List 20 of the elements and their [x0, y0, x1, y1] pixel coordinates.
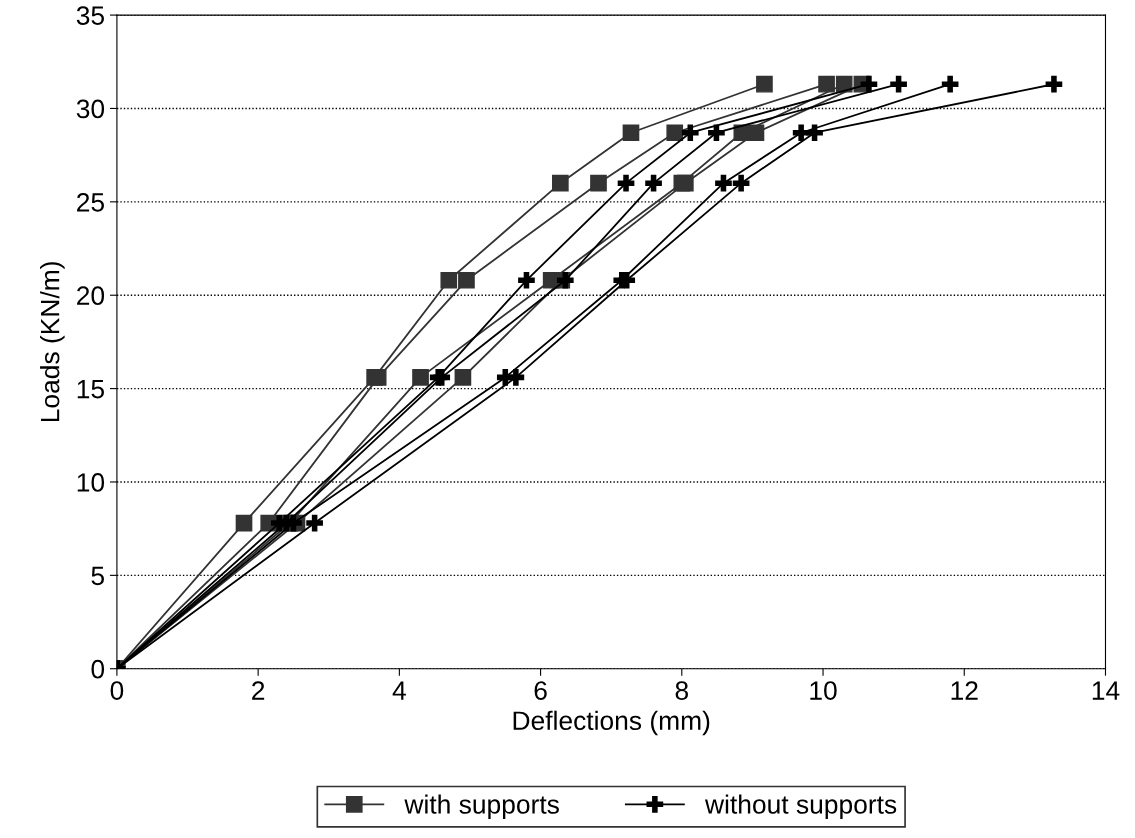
x-tick-label: 6	[534, 681, 547, 700]
y-tick-label: 20	[77, 286, 105, 306]
x-tick-label: 10	[810, 681, 837, 700]
x-tick-label: 12	[951, 681, 978, 700]
y-tick-label: 15	[77, 380, 104, 399]
x-tick-label: 14	[1092, 681, 1120, 700]
y-tick-label: 25	[77, 192, 104, 212]
y-tick-label: 30	[76, 99, 105, 119]
x-tick-label: 2	[252, 681, 265, 700]
legend-label: with supports	[404, 794, 559, 820]
y-tick-label: 10	[77, 473, 105, 492]
legend-label: without supports	[704, 794, 897, 820]
y-tick-label: 35	[76, 6, 104, 25]
y-tick-label: 0	[91, 659, 105, 679]
x-axis-title: Deflections (mm)	[513, 710, 710, 736]
x-tick-label: 8	[675, 681, 688, 700]
y-tick-label: 5	[91, 566, 104, 586]
x-tick-label: 0	[110, 681, 124, 700]
y-axis-title: Loads (KN/m)	[40, 262, 65, 422]
x-tick-label: 4	[392, 681, 406, 700]
